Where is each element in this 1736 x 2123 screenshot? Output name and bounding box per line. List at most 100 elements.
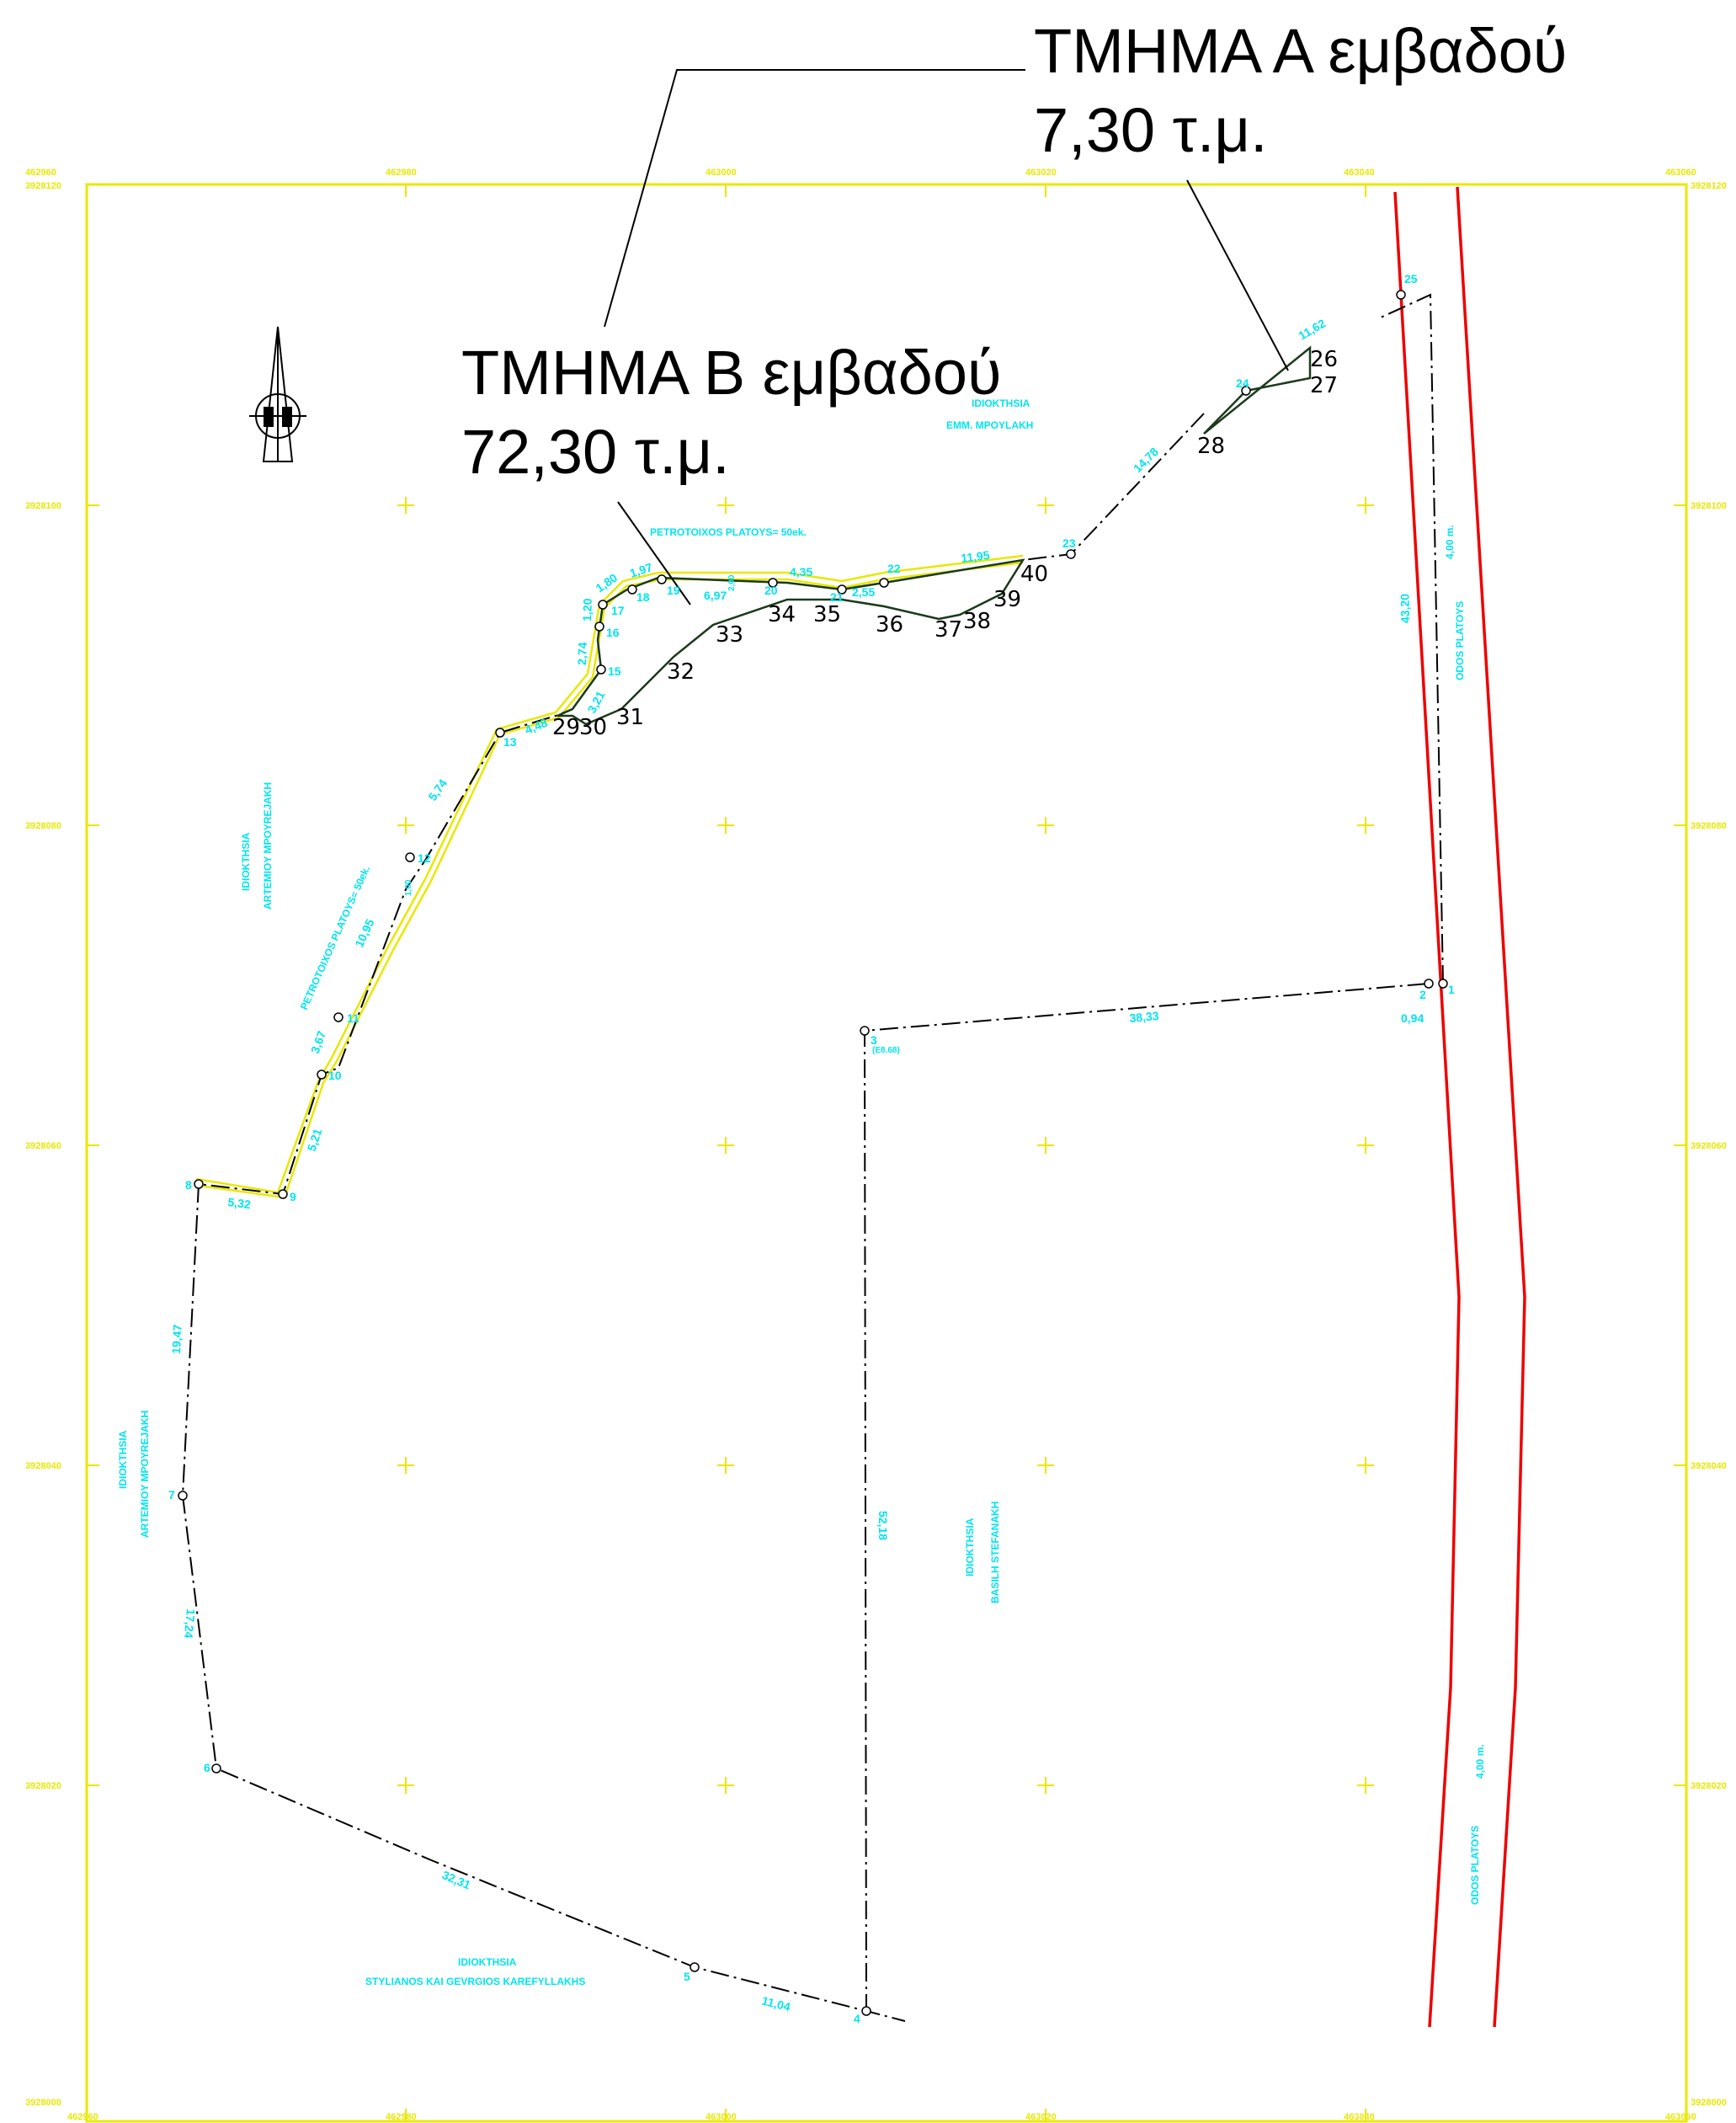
part-a-outline bbox=[1203, 345, 1312, 435]
boundary-point-24: 24 bbox=[1236, 376, 1249, 390]
distance-labels: 11,04 32,31 17,24 19,47 5,32 5,21 3,67 1… bbox=[169, 317, 1424, 2014]
owner-left-lower-line1: IDIOKTHSIA bbox=[117, 1430, 129, 1489]
boundary-point-23: 23 bbox=[1062, 536, 1076, 550]
part-point-33: 33 bbox=[716, 622, 743, 648]
boundary-point-6: 6 bbox=[204, 1761, 210, 1774]
boundary-point-2: 2 bbox=[1419, 988, 1426, 1001]
distance-18-19: 1,97 bbox=[628, 560, 654, 580]
road-edges bbox=[1393, 186, 1526, 2028]
coord-y-right-3: 3928060 bbox=[1691, 1141, 1727, 1151]
road-edge-right bbox=[1456, 186, 1526, 2028]
coord-y-right-6: 3928000 bbox=[1691, 2098, 1727, 2108]
owner-center-line2: BASILH STEFANAKH bbox=[989, 1502, 1001, 1603]
distance-11-12: 10,95 bbox=[352, 917, 376, 950]
part-outlines bbox=[556, 345, 1312, 726]
distance-1-2: 0,94 bbox=[1401, 1011, 1424, 1025]
road-width-upper: 4,00 m. bbox=[1444, 525, 1456, 559]
boundary-point-19: 19 bbox=[667, 584, 680, 597]
boundary-point-3: 3 bbox=[871, 1033, 877, 1047]
distance-7-8: 19,47 bbox=[169, 1324, 184, 1354]
coord-x-bottom-4: 463040 bbox=[1344, 2112, 1375, 2122]
coord-x-top-0: 462960 bbox=[25, 168, 56, 178]
coord-y-left-4: 3928040 bbox=[25, 1461, 61, 1471]
boundary-point-1: 1 bbox=[1448, 983, 1455, 996]
coord-x-bottom-0: 462960 bbox=[67, 2112, 99, 2122]
coord-y-left-1: 3928100 bbox=[25, 501, 61, 511]
part-point-36: 36 bbox=[876, 612, 903, 637]
coord-x-bottom-2: 463000 bbox=[706, 2112, 737, 2122]
distance-23-24: 14,78 bbox=[1131, 445, 1161, 475]
coord-x-top-3: 463020 bbox=[1025, 168, 1057, 178]
distance-25-1: 43,20 bbox=[1398, 594, 1412, 624]
owner-top-right-line1: IDIOKTHSIA bbox=[972, 397, 1030, 409]
distance-19-20: 6,97 bbox=[704, 589, 727, 602]
part-a-area: 7,30 τ.μ. bbox=[1034, 95, 1268, 165]
part-point-30: 30 bbox=[579, 715, 607, 740]
distance-15-30: 3,21 bbox=[585, 689, 608, 716]
part-point-39: 39 bbox=[993, 587, 1021, 612]
boundary-point-25: 25 bbox=[1404, 272, 1418, 285]
owner-bottom-line2: STYLIANOS KAI GEVRGIOS KAREFYLLAKHS bbox=[365, 1976, 585, 1987]
coord-y-right-2: 3928080 bbox=[1691, 821, 1727, 831]
coord-y-left-3: 3928060 bbox=[25, 1141, 61, 1151]
boundary-point-15: 15 bbox=[608, 664, 621, 678]
distance-5-6: 32,31 bbox=[440, 1868, 473, 1892]
owner-center-line1: IDIOKTHSIA bbox=[964, 1518, 976, 1576]
distance-2-3: 38,33 bbox=[1129, 1009, 1160, 1025]
part-point-27: 27 bbox=[1310, 373, 1338, 398]
parcel-boundary bbox=[181, 293, 1444, 2022]
boundary-point-18: 18 bbox=[636, 590, 650, 604]
boundary-point-11: 11 bbox=[347, 1011, 359, 1025]
part-point-28: 28 bbox=[1197, 434, 1225, 459]
part-point-38: 38 bbox=[963, 609, 991, 634]
part-point-37: 37 bbox=[935, 617, 962, 643]
owner-top-right-line2: EMM. MPOYLAKH bbox=[946, 419, 1033, 431]
distance-small-2: 1,00 bbox=[404, 879, 413, 896]
road-width-lower: 4,00 m. bbox=[1474, 1744, 1486, 1779]
part-point-numbers: 26 27 28 29 30 31 32 33 34 35 36 37 38 3… bbox=[552, 347, 1338, 740]
callout-leaders bbox=[604, 69, 1289, 605]
stone-wall bbox=[195, 554, 1024, 1199]
road-name-upper: ODOS PLATOYS bbox=[1454, 601, 1466, 680]
distance-21-22: 2,55 bbox=[852, 585, 875, 599]
coord-y-left-5: 3928020 bbox=[25, 1781, 61, 1791]
area-label: (E8.68) bbox=[872, 1046, 900, 1055]
part-point-40: 40 bbox=[1020, 562, 1048, 587]
distance-12-13: 5,74 bbox=[425, 776, 450, 803]
boundary-point-16: 16 bbox=[606, 626, 620, 639]
boundary-vertices bbox=[178, 290, 1448, 2016]
part-point-35: 35 bbox=[813, 602, 841, 627]
part-b-title: ΤΜΗΜΑ Β εμβαδού bbox=[461, 338, 1001, 408]
owner-left-upper-line1: IDIOKTHSIA bbox=[240, 832, 252, 891]
part-b-area: 72,30 τ.μ. bbox=[461, 417, 730, 487]
distance-10-11: 3,67 bbox=[308, 1029, 328, 1055]
coord-x-top-1: 462980 bbox=[386, 168, 417, 178]
distance-22-23: 11,95 bbox=[960, 548, 990, 565]
coord-x-top-5: 463060 bbox=[1665, 168, 1696, 178]
owner-labels: IDIOKTHSIA EMM. MPOYLAKH IDIOKTHSIA ARTE… bbox=[117, 397, 1486, 1987]
road-name-lower: ODOS PLATOYS bbox=[1469, 1826, 1481, 1905]
boundary-point-10: 10 bbox=[328, 1069, 342, 1082]
distance-13-15: 4,48 bbox=[523, 716, 549, 737]
owner-left-upper-line2: ARTEMIOY MPOYREJAKH bbox=[262, 782, 274, 909]
coord-y-left-0: 3928120 bbox=[25, 181, 61, 191]
map-frame bbox=[85, 183, 1688, 2123]
coord-x-bottom-5: 463060 bbox=[1665, 2112, 1696, 2122]
coord-x-top-4: 463040 bbox=[1344, 168, 1375, 178]
boundary-point-4: 4 bbox=[854, 2012, 860, 2025]
part-a-title: ΤΜΗΜΑ Α εμβαδού bbox=[1034, 16, 1567, 86]
coord-y-right-0: 3928120 bbox=[1691, 181, 1727, 191]
owner-bottom-line1: IDIOKTHSIA bbox=[458, 1956, 517, 1968]
coord-x-bottom-1: 462980 bbox=[386, 2112, 417, 2122]
coord-y-right-5: 3928020 bbox=[1691, 1781, 1727, 1791]
distance-small-1: 2,00 bbox=[727, 574, 737, 591]
part-point-26: 26 bbox=[1310, 347, 1338, 372]
distance-8-9: 5,32 bbox=[227, 1195, 252, 1211]
boundary-point-13: 13 bbox=[503, 735, 517, 749]
distance-15-16: 2,74 bbox=[575, 642, 589, 665]
boundary-point-22: 22 bbox=[887, 562, 901, 575]
coord-y-left-6: 3928000 bbox=[25, 2098, 61, 2108]
boundary-point-9: 9 bbox=[290, 1190, 296, 1203]
boundary-point-21: 21 bbox=[830, 590, 844, 604]
grid-coordinates: 462960 462980 463000 463020 463040 46306… bbox=[25, 168, 1727, 2122]
